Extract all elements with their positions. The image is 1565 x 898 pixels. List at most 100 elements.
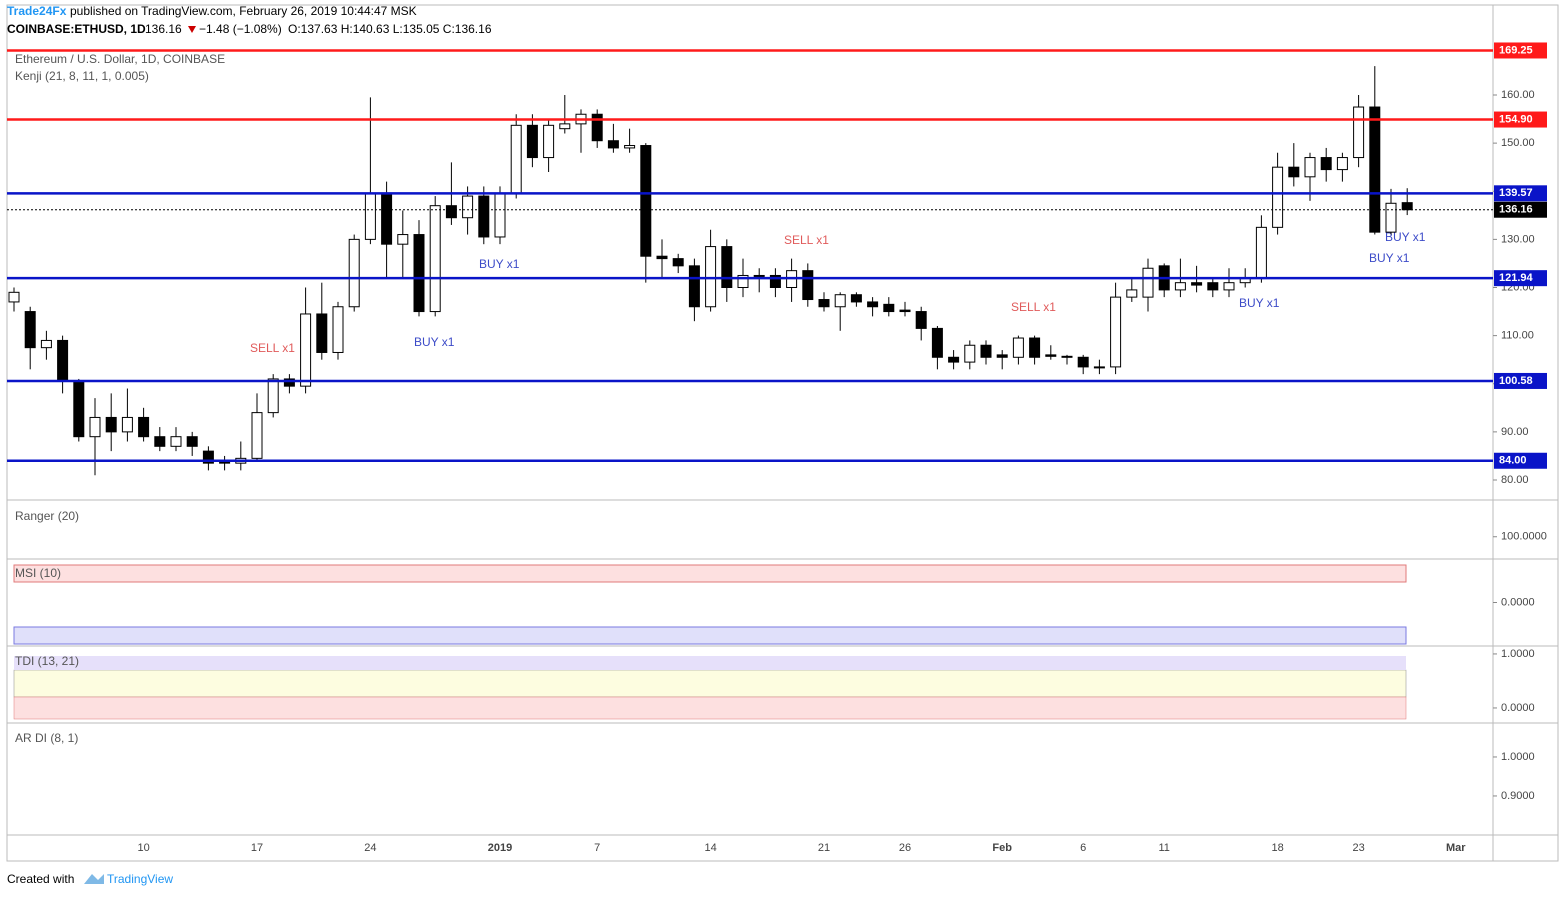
pane-label: Ranger (20) [15, 509, 79, 523]
tdi-mid-band [13, 669, 1407, 698]
candle-body [769, 274, 781, 288]
chart-frame [6, 4, 1559, 862]
y-tick-label: 110.00 [1501, 330, 1534, 342]
level-label: 139.57 [1499, 187, 1533, 199]
candle-body [251, 412, 263, 459]
candle-body [1304, 157, 1316, 178]
footer-brand[interactable]: TradingView [107, 872, 173, 886]
candle-body [364, 193, 376, 240]
candle-body [1353, 106, 1365, 159]
candle-body [40, 339, 52, 349]
candle-body [186, 436, 198, 447]
candle-body [73, 380, 85, 438]
candle-body [1223, 282, 1235, 291]
candle-body [526, 124, 538, 159]
candle-body [688, 265, 700, 308]
candle-body [656, 255, 668, 260]
chart-title: Ethereum / U.S. Dollar, 1D, COINBASE [15, 52, 225, 66]
y-tick-label: 0.0000 [1501, 702, 1535, 714]
y-tick-label: 130.00 [1501, 233, 1535, 245]
candle-body [591, 113, 603, 142]
candle-body [640, 145, 652, 257]
y-tick-label: 90.00 [1501, 426, 1529, 438]
candle-body [948, 356, 960, 363]
candle-body [1045, 354, 1057, 357]
candle-body [1174, 282, 1186, 291]
level-box [1494, 201, 1547, 218]
candle-body [818, 299, 830, 308]
candle-body [931, 327, 943, 358]
y-tick-label: 100.0000 [1501, 531, 1547, 543]
candle-body [850, 294, 862, 303]
x-tick-label: Mar [1446, 842, 1466, 854]
candle-body [397, 234, 409, 245]
candle-body [8, 291, 20, 303]
candle-body [607, 140, 619, 149]
signal: BUY x1 [1239, 296, 1280, 310]
last-price: 136.16 [145, 22, 182, 36]
level-label: 136.16 [1499, 204, 1533, 216]
candle-body [300, 313, 312, 387]
candle-body [170, 436, 182, 447]
signal: SELL x1 [1011, 300, 1056, 314]
pane-label: AR DI (8, 1) [15, 731, 78, 745]
x-tick-label: 18 [1271, 842, 1283, 854]
candle-body [57, 339, 69, 382]
pane-label: MSI (10) [15, 566, 61, 580]
candle-body [624, 145, 636, 149]
candle-body [1077, 356, 1089, 368]
candle-body [980, 344, 992, 358]
publisher: Trade24Fx [7, 4, 67, 18]
y-tick-label: 80.00 [1501, 474, 1529, 486]
candle-body [1093, 366, 1105, 369]
y-tick-label: 0.0000 [1501, 596, 1535, 608]
level-label: 84.00 [1499, 455, 1527, 467]
x-tick-label: 23 [1352, 842, 1364, 854]
x-tick-label: 7 [594, 842, 600, 854]
tdi-high-band [14, 656, 1406, 670]
candle-body [1207, 282, 1219, 291]
candle-body [883, 303, 895, 313]
candle-body [1385, 202, 1397, 233]
candle-body [121, 416, 133, 433]
candle-body [413, 234, 425, 313]
candle-body [154, 436, 166, 447]
pane-label: TDI (13, 21) [15, 654, 79, 668]
x-tick-label: 11 [1158, 842, 1169, 854]
level-label: 100.58 [1499, 375, 1533, 387]
candle-body [1012, 337, 1024, 358]
candle-body [915, 311, 927, 329]
level-box [1494, 111, 1547, 128]
x-tick-label: 26 [899, 842, 911, 854]
y-tick-label: 150.00 [1501, 137, 1535, 149]
candle-body [1142, 267, 1154, 298]
level-box [1494, 452, 1547, 469]
candle-body [445, 205, 457, 219]
candle-body [138, 416, 150, 438]
footer-text: Created with [7, 872, 74, 886]
change: −1.48 (−1.08%) [199, 22, 282, 36]
candle-body [899, 309, 911, 313]
candle-body [1320, 157, 1332, 171]
candle-body [283, 378, 295, 387]
candle-body [1369, 106, 1381, 233]
indicator-name: Kenji (21, 8, 11, 1, 0.005) [15, 69, 149, 83]
tv-logo [84, 874, 104, 884]
x-tick-label: 24 [364, 842, 376, 854]
y-tick-label: 1.0000 [1501, 751, 1535, 763]
level-label: 169.25 [1499, 44, 1533, 56]
x-tick-label: 6 [1080, 842, 1086, 854]
level-box [1494, 185, 1547, 202]
candle-body [996, 354, 1008, 358]
candle-body [1288, 166, 1300, 178]
y-tick-label: 1.0000 [1501, 648, 1535, 660]
x-tick-label: 14 [704, 842, 716, 854]
level-label: 121.94 [1499, 272, 1534, 284]
msi-upper-band [13, 564, 1407, 583]
y-tick-label: 160.00 [1501, 89, 1535, 101]
candle-body [1126, 289, 1138, 298]
signal: SELL x1 [250, 341, 295, 355]
candle-body [462, 195, 474, 219]
candle-body [1061, 355, 1073, 358]
ohlc: O:137.63 H:140.63 L:135.05 C:136.16 [288, 22, 492, 36]
